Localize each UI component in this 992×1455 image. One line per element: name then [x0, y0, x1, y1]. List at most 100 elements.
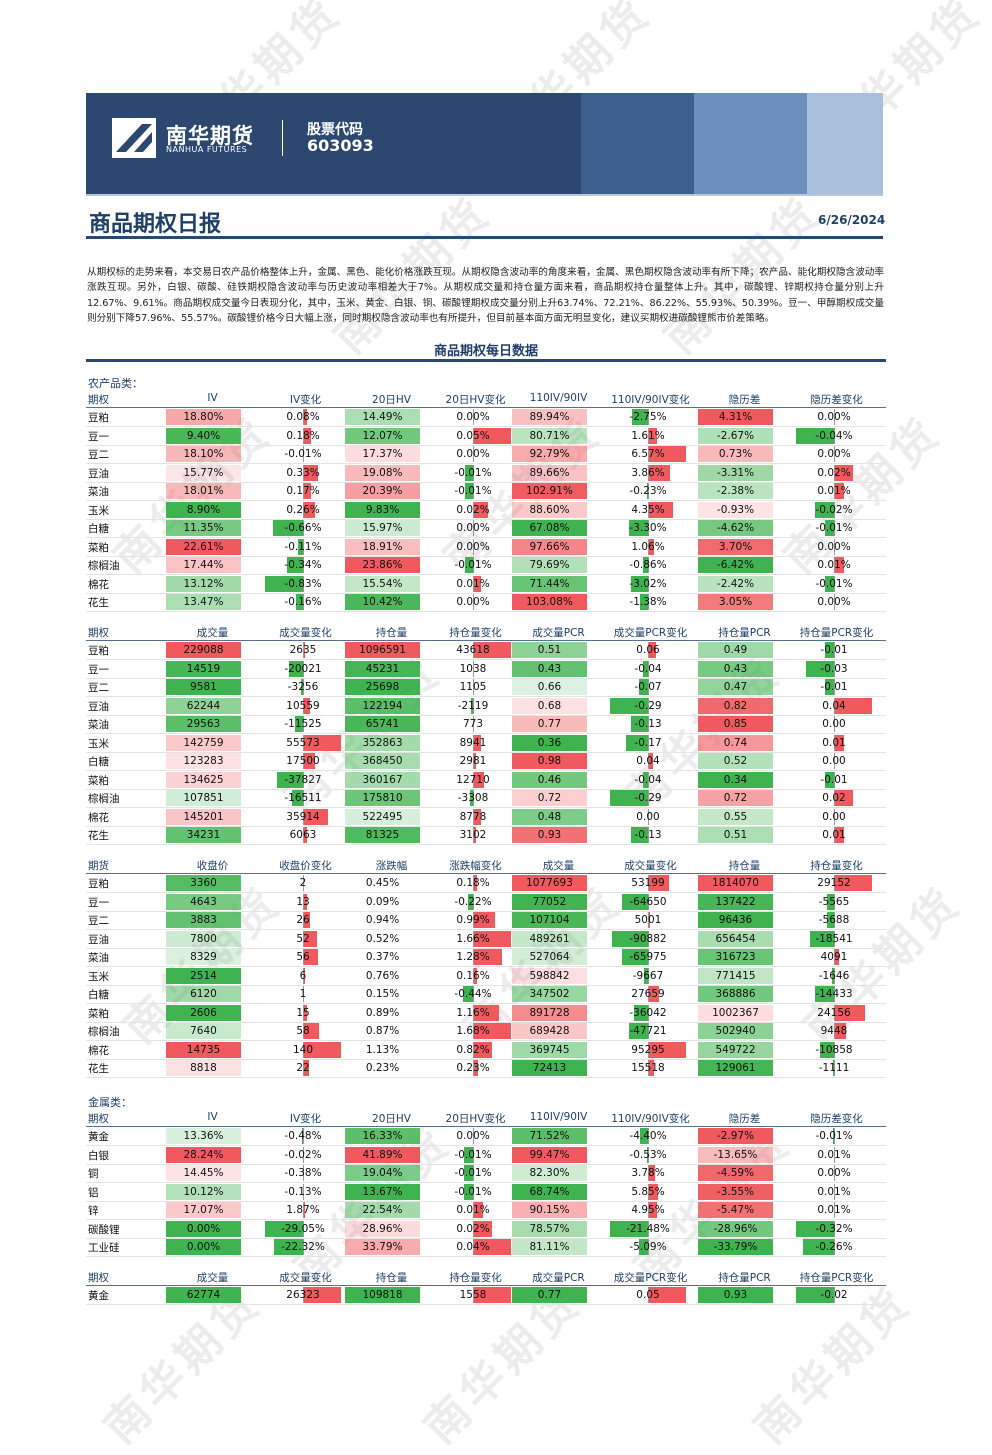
- change-bar: [610, 1220, 648, 1237]
- value-cell: 28.96%: [345, 1220, 420, 1237]
- change-bar: [473, 1287, 511, 1303]
- change-bar: [297, 538, 303, 555]
- change-bar: [303, 827, 308, 843]
- change-value: 1: [299, 988, 307, 1000]
- header-banner: 南华期货 NANHUA FUTURES 股票代码 603093: [86, 93, 883, 194]
- value-cell: 103.08%: [512, 594, 587, 610]
- bar-axis: [473, 790, 474, 806]
- change-value: 26: [296, 914, 310, 926]
- bar-axis: [648, 893, 649, 910]
- table-row: 黄金 13.36% -0.48% 16.33% 0.00% 71.52% -4.40% -2.…: [86, 1127, 886, 1147]
- value-cell: 18.10%: [166, 446, 241, 462]
- change-value: 9448: [820, 1025, 848, 1037]
- value-cell: 14.45%: [166, 1165, 241, 1181]
- bar-axis: [834, 1128, 835, 1144]
- bar-axis: [303, 827, 304, 843]
- value-cell: 88.60%: [512, 501, 587, 518]
- change-bar: [815, 501, 834, 518]
- change-value: 0.26%: [286, 503, 320, 516]
- change-bar: [473, 808, 481, 825]
- value-cell: 0.89%: [365, 1006, 400, 1019]
- change-value: 0.99%: [456, 914, 490, 926]
- bar-axis: [834, 1165, 835, 1181]
- value-cell: 0.77: [512, 1287, 587, 1303]
- change-bar: [273, 1239, 303, 1255]
- change-value: 5001: [634, 914, 662, 926]
- change-bar: [648, 1060, 655, 1076]
- bar-axis: [473, 464, 474, 481]
- value-cell: 771415: [698, 967, 773, 984]
- table-row: 白银 28.24% -0.02% 41.89% -0.01% 99.47% -0.53% -1…: [86, 1146, 886, 1165]
- section-rule: [86, 359, 886, 362]
- bar-axis: [303, 1004, 304, 1021]
- change-bar: [473, 930, 511, 947]
- value-cell: 22.54%: [345, 1202, 420, 1218]
- change-bar: [303, 697, 311, 714]
- change-bar: [287, 557, 303, 573]
- value-cell: 68.74%: [512, 1183, 587, 1200]
- change-value: -0.32%: [815, 1222, 853, 1235]
- change-value: -0.01%: [454, 466, 492, 479]
- bar-axis: [834, 949, 835, 965]
- bar-axis: [303, 753, 304, 769]
- bar-axis: [648, 790, 649, 806]
- change-value: 29152: [817, 877, 851, 889]
- bar-axis: [648, 1239, 649, 1255]
- change-value: 22: [296, 1062, 310, 1074]
- column-header: 成交量PCR变化: [613, 1272, 688, 1284]
- bar-axis: [303, 949, 304, 965]
- value-cell: 62774: [166, 1287, 241, 1303]
- bar-axis: [303, 1023, 304, 1039]
- change-value: 0.01%: [817, 1204, 851, 1216]
- bar-axis: [303, 483, 304, 499]
- value-cell: 145201: [166, 808, 241, 825]
- value-cell: -3.31%: [698, 464, 773, 481]
- change-bar: [473, 771, 485, 788]
- change-bar: [628, 1023, 648, 1039]
- value-cell: -5.47%: [698, 1202, 773, 1218]
- value-cell: 0.15%: [365, 988, 400, 1000]
- change-bar: [265, 1220, 303, 1237]
- change-bar: [473, 949, 502, 965]
- column-header: 隐历差变化: [810, 394, 863, 406]
- change-bar: [648, 642, 656, 658]
- change-value: 0.01%: [817, 1148, 851, 1161]
- value-cell: 62244: [166, 697, 241, 714]
- column-header: 持仓量: [375, 627, 408, 639]
- summary-text: 从期权标的走势来看，本交易日农产品价格整体上升，金属、黑色、能化价格涨跌互现。从…: [87, 267, 884, 324]
- change-value: -0.13: [634, 829, 662, 841]
- bar-axis: [473, 1060, 474, 1076]
- table-row: 黄金 62774 26323 109818 1558 0.77 0.05 0.93 -0.02: [86, 1286, 886, 1306]
- value-cell: 13.47%: [166, 594, 241, 610]
- value-cell: 0.46: [512, 771, 587, 788]
- column-header: 收盘价变化: [279, 860, 332, 872]
- bar-axis: [834, 875, 835, 891]
- bar-axis: [303, 464, 304, 481]
- change-value: -0.11%: [284, 540, 322, 553]
- table-row: 玉米 8.90% 0.26% 9.83% 0.02% 88.60% 4.35% -0.93% -…: [86, 501, 886, 520]
- column-header: 收盘价: [196, 860, 229, 872]
- value-cell: 0.73%: [698, 446, 773, 462]
- bar-axis: [473, 660, 474, 677]
- bar-axis: [473, 967, 474, 984]
- column-header: 成交量: [196, 1272, 229, 1284]
- value-cell: 18.91%: [345, 538, 420, 555]
- value-cell: 489261: [512, 930, 587, 947]
- change-value: 140: [292, 1043, 314, 1056]
- change-value: -0.44%: [454, 988, 492, 1000]
- value-cell: -6.42%: [698, 557, 773, 573]
- bar-axis: [648, 734, 649, 751]
- bar-axis: [648, 771, 649, 788]
- category-label: 金属类：: [88, 1096, 132, 1109]
- change-value: -5688: [818, 914, 850, 926]
- change-bar: [630, 716, 648, 732]
- bar-axis: [834, 1146, 835, 1163]
- change-bar: [473, 427, 511, 444]
- change-bar: [648, 986, 660, 1002]
- value-cell: 0.94%: [365, 914, 400, 926]
- bar-axis: [648, 986, 649, 1002]
- change-bar: [610, 790, 648, 806]
- bar-axis: [303, 1165, 304, 1181]
- change-bar: [473, 1239, 511, 1255]
- value-cell: 18.80%: [166, 409, 241, 425]
